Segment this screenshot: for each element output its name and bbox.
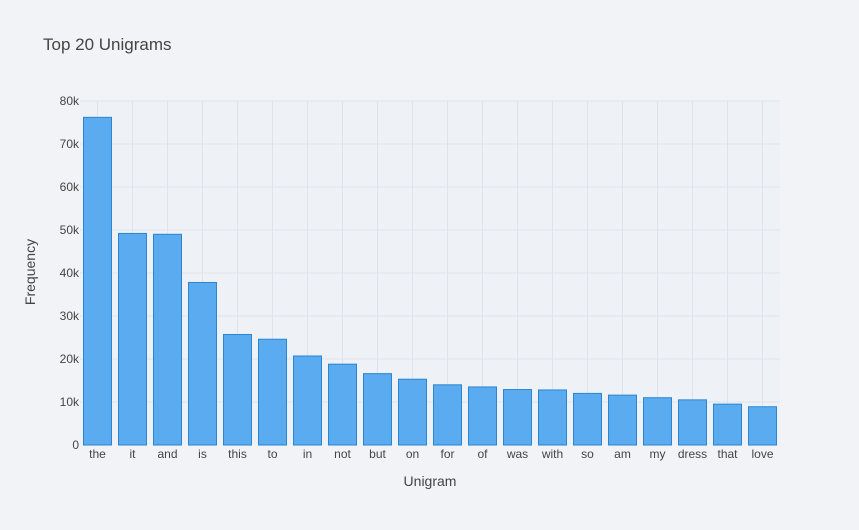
y-tick-label: 50k (60, 223, 80, 237)
bar-that[interactable] (713, 403, 742, 446)
x-tick-label: with (541, 447, 563, 461)
x-tick-label: for (440, 447, 454, 461)
bar-it[interactable] (118, 232, 147, 446)
y-tick-label: 40k (60, 266, 80, 280)
x-tick-label: not (334, 447, 351, 461)
x-tick-label: this (228, 447, 247, 461)
bar-of[interactable] (468, 386, 497, 446)
bar-with[interactable] (538, 389, 567, 446)
x-tick-label: is (198, 447, 207, 461)
y-axis-ticks: 0 10k 20k 30k 40k 50k 60k 70k 80k (60, 94, 80, 452)
x-tick-label: was (506, 447, 528, 461)
x-tick-label: to (267, 447, 277, 461)
bar-on[interactable] (398, 378, 427, 446)
x-tick-label: the (89, 447, 106, 461)
x-tick-label: love (751, 447, 773, 461)
y-tick-label: 80k (60, 94, 80, 108)
bar-not[interactable] (328, 363, 357, 446)
x-tick-label: that (717, 447, 738, 461)
y-tick-label: 70k (60, 137, 80, 151)
x-tick-label: in (303, 447, 312, 461)
y-tick-label: 0 (72, 438, 79, 452)
bar-was[interactable] (503, 389, 532, 446)
bar-but[interactable] (363, 373, 392, 446)
y-tick-label: 10k (60, 395, 80, 409)
x-axis-ticks: the it and is this to in not but on for of was with so… (89, 447, 774, 461)
x-tick-label: am (614, 447, 631, 461)
bar-the[interactable] (83, 116, 112, 446)
x-tick-label: of (477, 447, 488, 461)
bar-love[interactable] (748, 406, 777, 446)
bar-to[interactable] (258, 338, 287, 446)
x-tick-label: so (581, 447, 594, 461)
x-tick-label: on (406, 447, 419, 461)
bar-dress[interactable] (678, 399, 707, 446)
y-tick-label: 20k (60, 352, 80, 366)
bar-and[interactable] (153, 233, 182, 446)
x-tick-label: dress (678, 447, 707, 461)
bars (83, 116, 777, 446)
y-tick-label: 60k (60, 180, 80, 194)
x-tick-label: but (369, 447, 386, 461)
x-tick-label: it (130, 447, 137, 461)
bar-this[interactable] (223, 333, 252, 446)
x-tick-label: my (650, 447, 666, 461)
bar-in[interactable] (293, 355, 322, 446)
y-axis-title: Frequency (22, 239, 38, 305)
x-axis-title: Unigram (404, 473, 457, 489)
chart-title: Top 20 Unigrams (43, 35, 172, 54)
bar-is[interactable] (188, 281, 217, 446)
y-tick-label: 30k (60, 309, 80, 323)
x-tick-label: and (157, 447, 177, 461)
bar-am[interactable] (608, 394, 637, 446)
bar-for[interactable] (433, 384, 462, 446)
bar-so[interactable] (573, 392, 602, 446)
bar-my[interactable] (643, 397, 672, 446)
